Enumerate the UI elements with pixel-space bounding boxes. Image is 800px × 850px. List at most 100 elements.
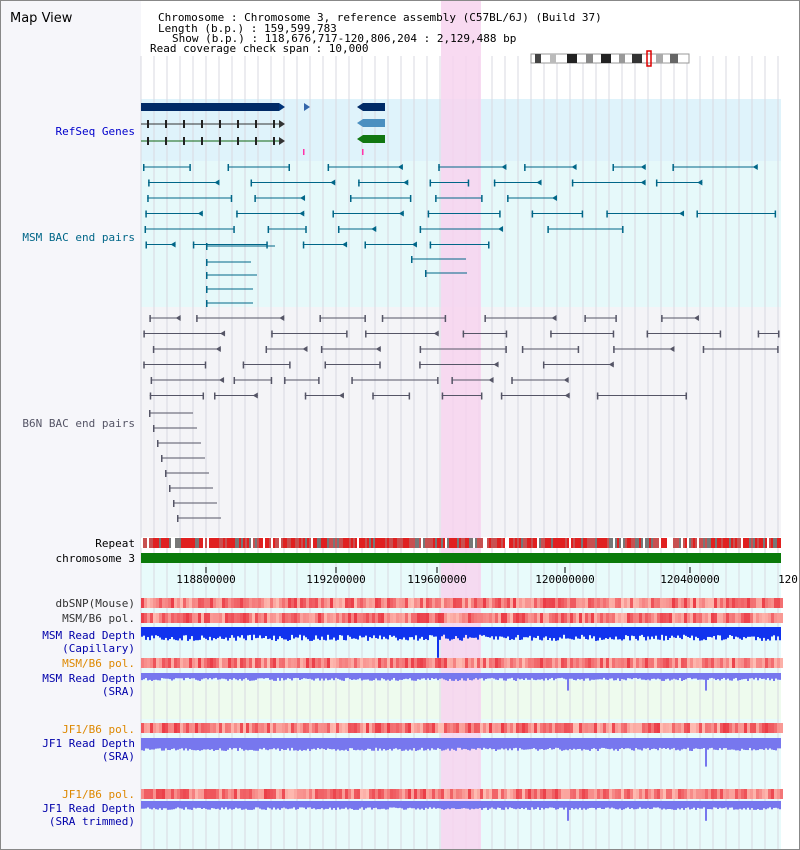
read-depth-bar xyxy=(203,673,205,679)
polymorphism-strip xyxy=(513,723,516,733)
polymorphism-strip xyxy=(753,598,756,608)
polymorphism-strip xyxy=(765,658,768,668)
polymorphism-strip xyxy=(315,598,318,608)
track-label-msm-pol-2[interactable]: MSM/B6 pol. xyxy=(62,657,135,670)
repeat-mark xyxy=(175,538,177,548)
read-depth-bar xyxy=(207,673,209,680)
repeat-mark xyxy=(293,538,295,548)
polymorphism-strip xyxy=(297,789,300,799)
polymorphism-strip xyxy=(738,723,741,733)
bac-end xyxy=(696,210,698,218)
read-depth-bar xyxy=(709,738,711,749)
track-label-msm-bac[interactable]: MSM BAC end pairs xyxy=(22,231,135,244)
read-depth-bar xyxy=(193,738,195,751)
polymorphism-strip xyxy=(771,723,774,733)
read-depth-bar xyxy=(637,673,639,679)
read-depth-bar xyxy=(397,673,399,681)
read-depth-bar xyxy=(485,801,487,808)
polymorphism-strip xyxy=(222,658,225,668)
polymorphism-strip xyxy=(459,613,462,623)
polymorphism-strip xyxy=(462,598,465,608)
read-depth-bar xyxy=(201,801,203,809)
repeat-mark xyxy=(441,538,443,548)
polymorphism-strip xyxy=(348,613,351,623)
repeat-mark xyxy=(467,538,469,548)
repeat-mark xyxy=(463,538,465,548)
track-label-jf1-depth-sra[interactable]: JF1 Read Depth xyxy=(42,737,135,750)
read-depth-bar xyxy=(145,673,147,679)
bac-end xyxy=(327,164,330,171)
bac-end xyxy=(596,392,599,400)
track-label-msm-pol-1[interactable]: MSM/B6 pol. xyxy=(62,612,135,625)
repeat-mark xyxy=(327,538,329,548)
read-depth-bar xyxy=(637,627,639,641)
read-depth-bar xyxy=(691,627,693,636)
repeat-mark xyxy=(715,538,717,548)
read-depth-bar xyxy=(249,801,251,810)
read-depth-bar xyxy=(619,738,621,749)
read-depth-bar xyxy=(689,738,691,751)
repeat-mark xyxy=(225,538,227,548)
polymorphism-strip xyxy=(162,598,165,608)
read-depth-bar xyxy=(443,673,445,680)
repeat-mark xyxy=(373,538,375,548)
read-depth-bar xyxy=(257,801,259,808)
read-depth-bar xyxy=(325,673,327,679)
read-depth-bar xyxy=(223,801,225,810)
read-depth-bar xyxy=(351,738,353,749)
read-depth-bar xyxy=(289,801,291,809)
repeat-mark xyxy=(647,538,649,548)
polymorphism-strip xyxy=(663,658,666,668)
repeat-mark xyxy=(277,538,279,548)
read-depth-bar xyxy=(659,673,661,680)
polymorphism-strip xyxy=(507,658,510,668)
polymorphism-strip xyxy=(282,658,285,668)
polymorphism-strip xyxy=(336,598,339,608)
bac-end xyxy=(358,179,360,187)
polymorphism-strip xyxy=(210,613,213,623)
bac-end xyxy=(236,210,238,218)
polymorphism-strip xyxy=(375,613,378,623)
read-depth-bar xyxy=(723,627,725,640)
read-depth-bar xyxy=(473,627,475,638)
read-depth-bar xyxy=(747,673,749,681)
bac-end xyxy=(250,179,253,187)
polymorphism-strip xyxy=(612,658,615,668)
polymorphism-strip xyxy=(456,723,459,733)
polymorphism-strip xyxy=(234,613,237,623)
read-depth-bar xyxy=(603,627,605,640)
polymorphism-strip xyxy=(525,598,528,608)
read-depth-bar xyxy=(565,627,567,639)
bac-end xyxy=(672,164,674,171)
polymorphism-strip xyxy=(237,789,240,799)
read-depth-bar xyxy=(383,801,385,809)
track-label-jf1-pol-1[interactable]: JF1/B6 pol. xyxy=(62,723,135,736)
bac-end xyxy=(143,361,145,369)
track-label-msm-depth-cap[interactable]: MSM Read Depth xyxy=(42,629,135,642)
bac-end xyxy=(563,377,569,383)
repeat-mark xyxy=(681,538,683,548)
bac-end xyxy=(214,179,220,186)
bac-end xyxy=(338,392,344,399)
repeat-mark xyxy=(387,538,389,548)
polymorphism-strip xyxy=(642,723,645,733)
read-depth-bar xyxy=(291,801,293,809)
read-depth-bar xyxy=(159,673,161,681)
repeat-mark xyxy=(301,538,303,548)
track-label-jf1-depth-trim[interactable]: JF1 Read Depth xyxy=(42,802,135,815)
polymorphism-strip xyxy=(663,613,666,623)
polymorphism-strip xyxy=(615,723,618,733)
read-depth-bar xyxy=(373,738,375,751)
read-depth-bar xyxy=(297,673,299,679)
track-label-refseq[interactable]: RefSeq Genes xyxy=(55,125,135,138)
track-label-msm-depth-sra[interactable]: MSM Read Depth xyxy=(42,672,135,685)
polymorphism-strip xyxy=(765,613,768,623)
track-label-jf1-pol-2[interactable]: JF1/B6 pol. xyxy=(62,788,135,801)
track-label-dbsnp[interactable]: dbSNP(Mouse) xyxy=(55,597,135,610)
polymorphism-strip xyxy=(480,613,483,623)
read-depth-bar xyxy=(457,738,459,748)
polymorphism-strip xyxy=(669,723,672,733)
read-depth-bar xyxy=(761,801,763,810)
track-label-b6n-bac[interactable]: B6N BAC end pairs xyxy=(22,417,135,430)
